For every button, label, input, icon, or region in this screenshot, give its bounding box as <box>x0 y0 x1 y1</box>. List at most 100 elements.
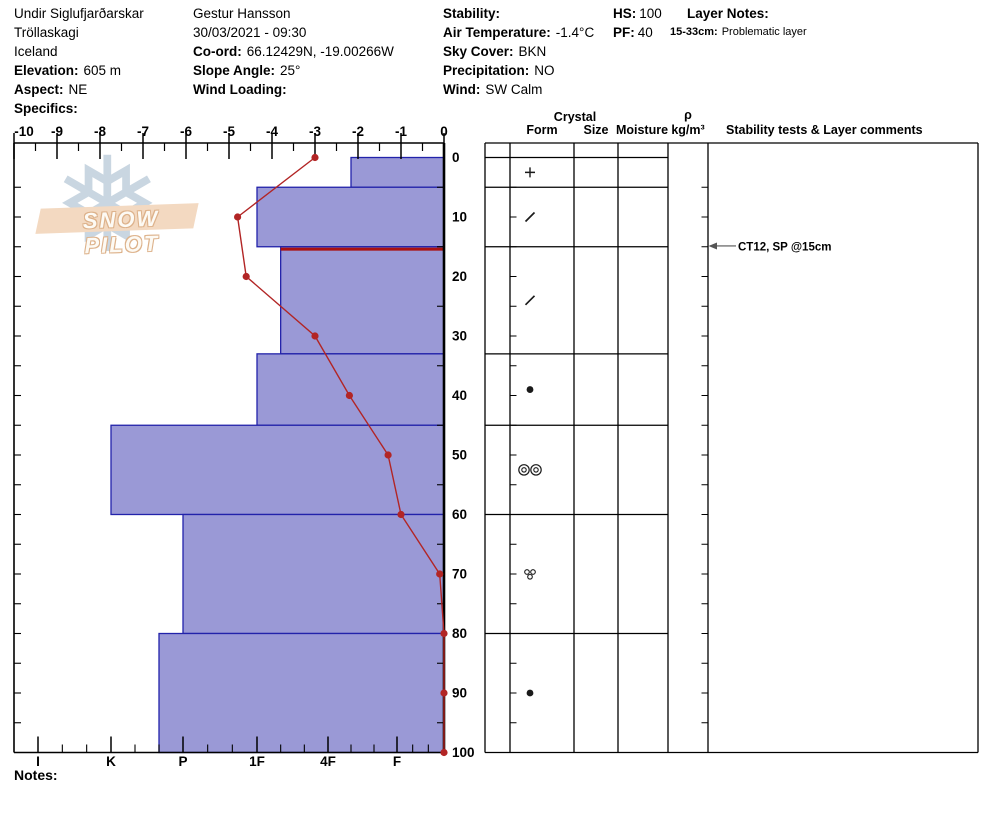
stability-label: Stability: <box>443 6 501 21</box>
depth-axis-label: 90 <box>452 686 467 701</box>
grain-form-double-circle-icon <box>530 464 542 476</box>
temp-axis-label: -8 <box>94 124 106 139</box>
site-name: Undir Siglufjarðarskar <box>14 6 144 21</box>
precipitation-label: Precipitation: <box>443 63 530 78</box>
grain-form-cluster-icon <box>524 569 530 575</box>
temp-axis-label: -5 <box>223 124 235 139</box>
layer-bar <box>280 246 445 355</box>
slope-angle-label: Slope Angle: <box>193 63 276 78</box>
temperature-point <box>242 272 250 281</box>
grain-form-cluster-icon <box>527 573 533 580</box>
annotation-arrow-head-icon <box>708 242 717 250</box>
temp-axis-label: -10 <box>14 124 34 139</box>
layer-notes-title: Layer Notes: <box>687 6 769 21</box>
grain-form-plus-icon <box>525 167 535 178</box>
temp-axis-label: -4 <box>266 124 278 139</box>
layer-bar <box>158 632 445 754</box>
temperature-point <box>234 213 242 221</box>
temp-axis-label: -1 <box>395 124 407 139</box>
depth-axis-label: 10 <box>452 210 467 225</box>
elevation-value: 605 m <box>83 63 122 78</box>
depth-axis-label: 40 <box>452 388 467 403</box>
slope-angle-value: 25° <box>280 63 301 78</box>
depth-axis-label: 20 <box>452 269 467 284</box>
grain-form-slash-icon <box>524 295 536 306</box>
pf-label: PF: <box>613 25 635 40</box>
temperature-point <box>436 570 444 578</box>
grain-form-double-circle-icon <box>533 467 539 473</box>
temp-axis-label: -3 <box>309 124 321 139</box>
layer-bar <box>110 424 445 516</box>
depth-axis-label: 50 <box>452 448 467 463</box>
hardness-axis-label: I <box>36 754 40 769</box>
stability-test-annotation: CT12, SP @15cm <box>738 241 831 253</box>
depth-axis-label: 0 <box>452 150 460 165</box>
grain-form-cluster-icon <box>530 569 536 575</box>
sky-cover-label: Sky Cover: <box>443 44 514 59</box>
temp-axis-label: 0 <box>440 124 448 139</box>
site-country: Iceland <box>14 44 58 59</box>
specifics-label: Specifics: <box>14 101 78 116</box>
temperature-point <box>311 332 319 340</box>
depth-axis-label: 80 <box>452 626 467 641</box>
col-header-form: Form <box>526 123 558 137</box>
depth-axis-label: 100 <box>452 745 475 760</box>
air-temp-label: Air Temperature: <box>443 25 551 40</box>
grain-form-slash-icon <box>524 211 536 223</box>
col-header-moisture: Moisture <box>615 123 669 137</box>
col-header-crystal: Crystal <box>553 110 597 124</box>
temperature-point <box>311 153 319 162</box>
temperature-point <box>397 510 405 519</box>
col-header-size: Size <box>583 123 609 137</box>
grain-form-double-circle-icon <box>518 464 530 476</box>
conditions-info: Stability: Air Temperature: -1.4°C Sky Co… <box>443 4 594 99</box>
hardness-axis-label: P <box>178 754 187 769</box>
hs-label: HS: <box>613 6 637 21</box>
elevation-label: Elevation: <box>14 63 79 78</box>
pf-value: 40 <box>637 25 653 40</box>
grain-form-dot-icon <box>526 386 534 393</box>
coord-label: Co-ord: <box>193 44 242 59</box>
layer-bar <box>256 353 445 426</box>
notes-label: Notes: <box>14 767 58 783</box>
coord-value: 66.12429N, -19.00266W <box>246 44 394 59</box>
hs-value: 100 <box>639 6 662 21</box>
wind-label: Wind: <box>443 82 481 97</box>
layer-bar <box>256 186 445 248</box>
site-info: Undir Siglufjarðarskar Tröllaskagi Icela… <box>14 4 144 118</box>
temperature-point <box>440 629 448 638</box>
summary-info: HS: 100 PF: 40 <box>613 4 662 42</box>
observation-datetime: 30/03/2021 - 09:30 <box>193 25 307 40</box>
precipitation-value: NO <box>534 63 555 78</box>
depth-axis-label: 30 <box>452 329 467 344</box>
temperature-point <box>440 689 448 697</box>
temp-axis-label: -9 <box>51 124 63 139</box>
problematic-layer-line <box>280 247 444 251</box>
aspect-value: NE <box>68 82 88 97</box>
air-temp-value: -1.4°C <box>555 25 595 40</box>
wind-value: SW Calm <box>485 82 543 97</box>
temperature-point <box>345 391 353 400</box>
col-header-density-unit: kg/m³ <box>671 123 705 137</box>
observation-info: Gestur Hansson 30/03/2021 - 09:30 Co-ord… <box>193 4 394 99</box>
sky-cover-value: BKN <box>518 44 547 59</box>
observer-name: Gestur Hansson <box>193 6 291 21</box>
temp-axis-label: -2 <box>352 124 364 139</box>
wind-loading-label: Wind Loading: <box>193 82 287 97</box>
temp-axis-label: -6 <box>180 124 192 139</box>
temperature-point <box>440 748 448 757</box>
hardness-axis-label: K <box>106 754 116 769</box>
depth-axis-label: 70 <box>452 567 467 582</box>
snowpilot-logo: ❅ SNOW PILOT <box>30 140 250 320</box>
layer-bar <box>182 513 445 635</box>
temp-axis-label: -7 <box>137 124 149 139</box>
col-header-density-symbol: ρ <box>684 108 692 122</box>
grain-form-dot-icon <box>526 689 534 697</box>
grain-form-double-circle-icon <box>521 467 527 473</box>
layer-bar <box>350 156 445 188</box>
hardness-axis-label: F <box>393 754 401 769</box>
temperature-point <box>384 451 392 459</box>
aspect-label: Aspect: <box>14 82 64 97</box>
